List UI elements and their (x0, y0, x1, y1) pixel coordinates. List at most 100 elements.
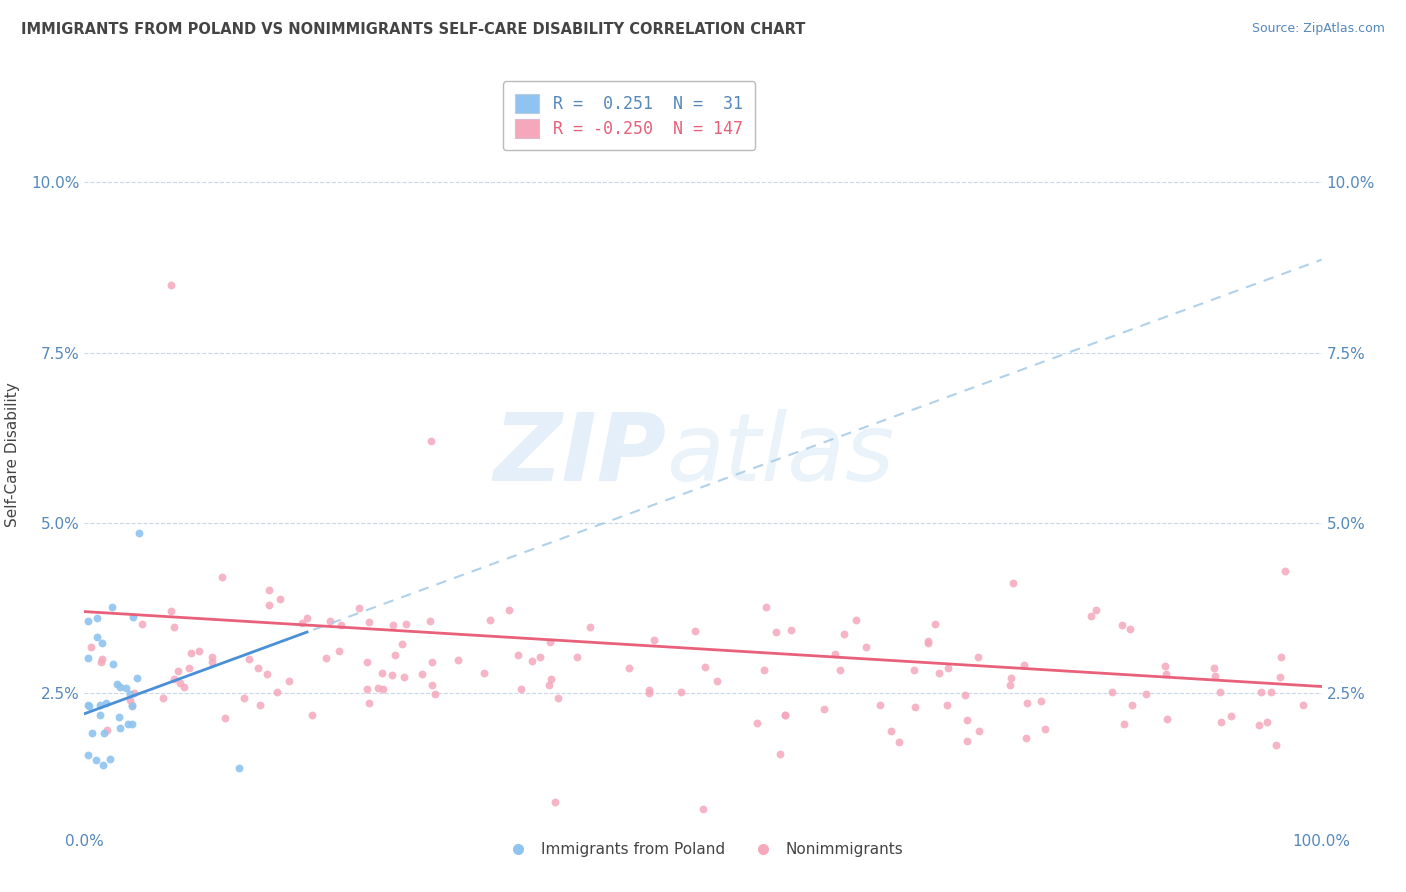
Point (683, 624, 706, 638)
Point (1292, 698, 1315, 713)
Point (928, 666, 950, 681)
Point (82, 726, 104, 740)
Point (228, 761, 250, 775)
Point (1114, 716, 1136, 731)
Point (167, 664, 190, 678)
Point (201, 649, 224, 664)
Point (411, 666, 433, 681)
Point (1153, 659, 1175, 673)
Point (917, 636, 939, 650)
Point (76, 747, 98, 762)
Text: ZIP: ZIP (494, 409, 666, 501)
Point (419, 615, 441, 629)
Text: Source: ZipAtlas.com: Source: ZipAtlas.com (1251, 22, 1385, 36)
Point (232, 690, 254, 705)
Point (869, 698, 891, 713)
Point (160, 277, 183, 292)
Point (765, 624, 787, 639)
Point (824, 648, 846, 662)
Point (1015, 697, 1038, 711)
Point (249, 698, 271, 712)
Point (89, 708, 111, 723)
Point (367, 681, 389, 695)
Point (887, 735, 910, 749)
Point (319, 614, 342, 628)
Point (422, 678, 444, 692)
Point (420, 655, 443, 669)
Point (956, 734, 979, 748)
Point (1111, 617, 1133, 632)
Point (269, 591, 291, 606)
Point (163, 620, 186, 634)
Point (1256, 714, 1278, 729)
Point (773, 708, 796, 723)
Point (108, 680, 131, 694)
Point (1135, 687, 1157, 701)
Point (880, 724, 903, 739)
Point (1204, 669, 1226, 683)
Point (1000, 671, 1022, 685)
Point (1101, 685, 1123, 699)
Point (86, 752, 108, 766)
Point (131, 617, 153, 632)
Point (540, 672, 562, 686)
Point (845, 613, 868, 627)
Point (76, 614, 98, 628)
Legend: Immigrants from Poland, Nonimmigrants: Immigrants from Poland, Nonimmigrants (496, 836, 910, 863)
Point (214, 711, 236, 725)
Point (91, 652, 114, 666)
Point (89, 698, 111, 712)
Point (1274, 564, 1296, 578)
Point (110, 721, 132, 735)
Point (1002, 576, 1025, 591)
Point (935, 698, 957, 712)
Text: IMMIGRANTS FROM POLAND VS NONIMMIGRANTS SELF-CARE DISABILITY CORRELATION CHART: IMMIGRANTS FROM POLAND VS NONIMMIGRANTS … (21, 22, 806, 37)
Point (278, 674, 301, 689)
Point (395, 617, 418, 632)
Point (101, 657, 124, 671)
Point (508, 648, 530, 663)
Point (1080, 608, 1102, 623)
Point (1260, 684, 1282, 698)
Point (1031, 694, 1053, 708)
Point (266, 684, 288, 698)
Point (108, 710, 131, 724)
Point (498, 602, 520, 616)
Point (953, 689, 976, 703)
Point (1084, 603, 1107, 617)
Point (371, 682, 394, 697)
Point (115, 681, 138, 695)
Point (1202, 661, 1225, 675)
Point (780, 623, 803, 637)
Point (357, 696, 380, 710)
Point (392, 670, 415, 684)
Point (121, 716, 143, 731)
Point (118, 693, 141, 707)
Point (510, 681, 533, 696)
Point (238, 652, 260, 666)
Point (100, 752, 122, 766)
Text: atlas: atlas (666, 409, 894, 500)
Point (472, 665, 495, 680)
Point (1211, 714, 1233, 729)
Point (256, 667, 278, 681)
Point (315, 651, 337, 665)
Point (479, 614, 502, 628)
Point (77, 699, 100, 714)
Point (247, 661, 270, 675)
Point (117, 717, 139, 731)
Point (381, 618, 404, 632)
Point (671, 685, 693, 699)
Point (121, 698, 143, 713)
Point (295, 611, 318, 625)
Point (773, 708, 796, 723)
Point (180, 646, 202, 660)
Point (637, 682, 659, 697)
Point (1219, 709, 1241, 723)
Point (380, 668, 402, 682)
Point (747, 716, 769, 731)
Point (769, 747, 792, 761)
Point (121, 610, 143, 624)
Point (384, 648, 406, 662)
Point (169, 676, 191, 690)
